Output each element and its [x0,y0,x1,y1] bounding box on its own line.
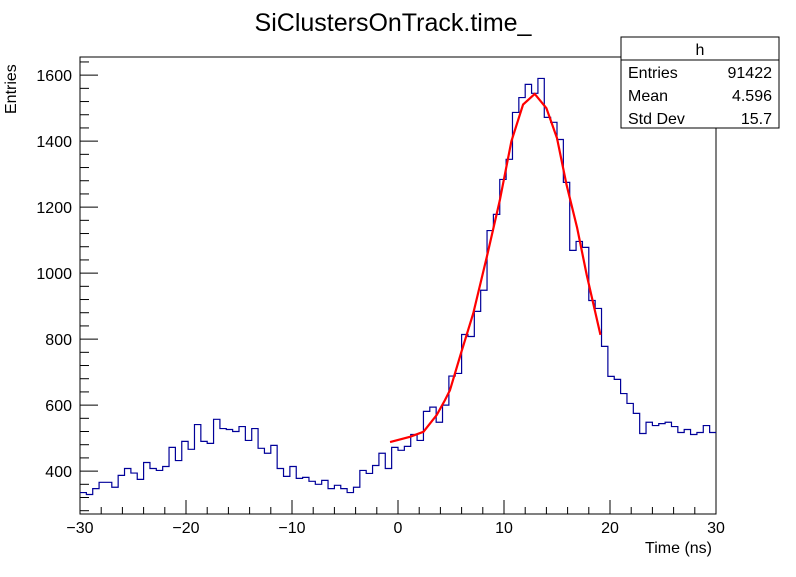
axis-ticks [79,61,717,514]
chart-title: SiClustersOnTrack.time_ [255,9,533,37]
y-axis-label: Entries [3,64,20,114]
x-tick-label: 0 [394,520,403,537]
stats-stddev-value: 15.7 [741,111,772,128]
stats-mean-value: 4.596 [732,88,772,105]
y-tick-label: 800 [45,332,72,349]
x-tick-label: −20 [172,520,199,537]
tick-labels: −30 −20 −10 0 10 20 30 400 600 800 1000 1200 1400 160… [36,68,725,537]
x-axis-label: Time (ns) [645,540,712,557]
y-tick-label: 600 [45,398,72,415]
x-tick-label: 10 [495,520,513,537]
stats-entries-label: Entries [628,65,678,82]
histogram-line [80,77,716,496]
x-tick-label: 30 [707,520,725,537]
stats-stddev-label: Std Dev [628,111,685,128]
y-tick-label: 400 [45,464,72,481]
x-tick-label: 20 [601,520,619,537]
y-tick-label: 1000 [36,266,72,283]
stats-mean-label: Mean [628,88,668,105]
y-tick-label: 1400 [36,134,72,151]
x-tick-label: −30 [66,520,93,537]
fit-curve [389,92,602,444]
x-tick-label: −10 [278,520,305,537]
stats-entries-value: 91422 [728,65,773,82]
stats-box-title: h [696,42,705,59]
y-tick-label: 1200 [36,200,72,217]
stats-box: h Entries 91422 Mean 4.596 Std Dev 15.7 [620,36,780,129]
y-tick-label: 1600 [36,68,72,85]
